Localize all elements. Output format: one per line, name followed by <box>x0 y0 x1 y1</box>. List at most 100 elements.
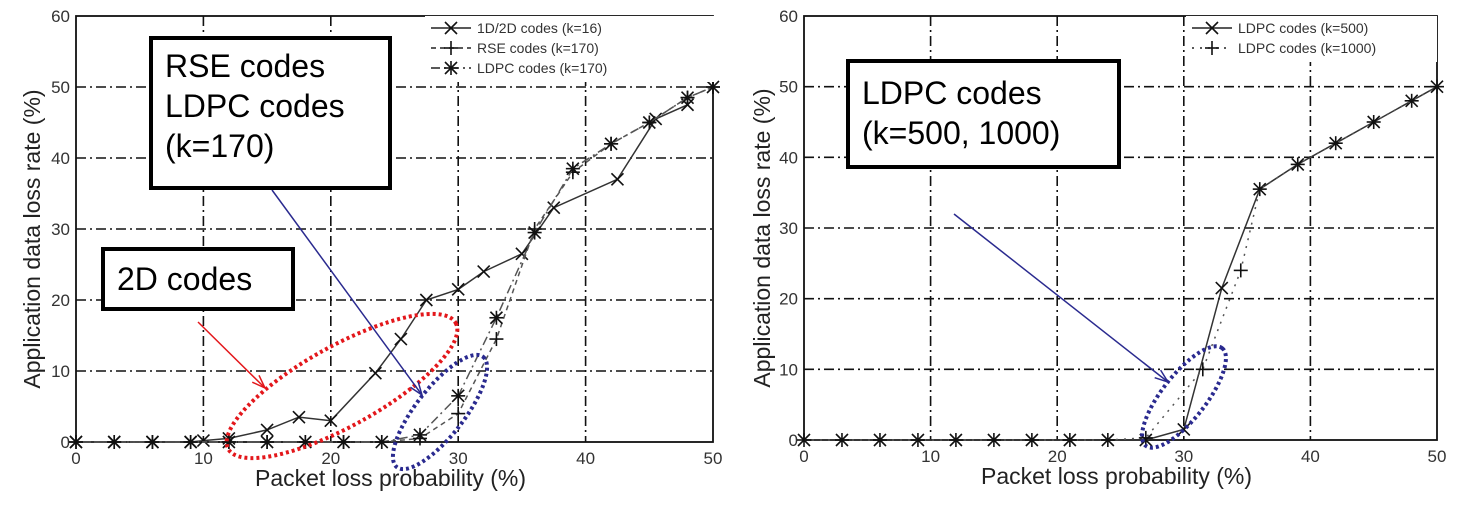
highlight-ellipse-ldpc-transition <box>1140 344 1228 450</box>
data-point <box>706 80 720 94</box>
y-tick-label: 30 <box>779 219 798 238</box>
highlight-ellipse-2d-codes <box>224 311 460 461</box>
x-tick-label: 50 <box>1428 447 1447 466</box>
data-point <box>260 435 275 449</box>
x-tick-label: 0 <box>71 449 80 468</box>
legend-marker <box>1205 41 1219 55</box>
highlight-ellipse-rse-ldpc <box>390 352 490 472</box>
data-point <box>451 388 466 403</box>
data-point <box>292 410 306 424</box>
data-point <box>642 115 657 130</box>
y-axis-label: Application data loss rate (%) <box>749 88 775 387</box>
y-tick-label: 20 <box>779 290 798 309</box>
data-point <box>1404 93 1419 108</box>
x-tick-label: 30 <box>1174 447 1193 466</box>
callout-ldpc-k500-1000: LDPC codes (k=500, 1000) <box>846 59 1121 169</box>
legend-label: LDPC codes (k=500) <box>1238 20 1368 36</box>
x-tick-label: 40 <box>576 449 595 468</box>
data-point <box>107 435 122 449</box>
y-axis-label: Application data loss rate (%) <box>19 89 45 388</box>
x-axis-label: Packet loss probability (%) <box>255 465 526 491</box>
data-point <box>527 225 542 240</box>
legend: 1D/2D codes (k=16) RSE codes (k=170) LDPC … <box>425 16 715 82</box>
data-point <box>515 247 529 261</box>
y-tick-label: 10 <box>51 362 70 381</box>
data-point <box>1177 422 1191 436</box>
arrow-shaft <box>953 213 1169 383</box>
legend-label: LDPC codes (k=1000) <box>1238 40 1376 56</box>
x-tick-label: 30 <box>449 449 468 468</box>
data-point <box>565 161 580 176</box>
data-point <box>604 136 619 151</box>
data-point <box>1062 433 1077 447</box>
data-point <box>1195 362 1210 377</box>
y-tick-label: 40 <box>51 149 70 168</box>
x-tick-label: 10 <box>194 449 213 468</box>
legend-box <box>425 16 715 82</box>
legend-label: 1D/2D codes (k=16) <box>477 20 602 36</box>
data-point <box>1100 433 1115 447</box>
data-point <box>1430 79 1444 94</box>
data-point <box>1024 433 1039 447</box>
legend-marker <box>1205 21 1219 35</box>
y-tick-label: 10 <box>779 360 798 379</box>
y-tick-label: 20 <box>51 291 70 310</box>
data-point <box>948 433 963 447</box>
data-point <box>336 435 351 449</box>
callout-2d-codes: 2D codes <box>101 247 295 311</box>
x-tick-label: 20 <box>1048 447 1067 466</box>
series-2 <box>797 79 1444 447</box>
data-point <box>394 332 408 346</box>
legend-box <box>1186 16 1437 62</box>
legend-label: RSE codes (k=170) <box>477 40 599 56</box>
data-point <box>69 435 83 449</box>
data-point <box>451 282 465 296</box>
y-tick-label: 0 <box>789 431 798 450</box>
series-3 <box>69 80 720 449</box>
data-point <box>374 435 389 449</box>
data-point <box>910 433 925 447</box>
data-point <box>221 435 236 449</box>
data-point <box>489 332 504 347</box>
data-point <box>834 433 849 447</box>
legend-marker <box>444 61 458 75</box>
y-tick-label: 60 <box>51 7 70 26</box>
data-point <box>196 434 210 448</box>
data-point <box>324 414 338 428</box>
data-point <box>260 423 274 437</box>
y-tick-label: 30 <box>51 220 70 239</box>
x-tick-label: 20 <box>321 449 340 468</box>
data-point <box>412 427 427 442</box>
data-point <box>489 310 504 325</box>
legend-marker <box>444 41 458 55</box>
legend-label: LDPC codes (k=170) <box>477 60 607 76</box>
data-point <box>1215 281 1229 295</box>
data-point <box>797 433 811 447</box>
x-tick-label: 0 <box>799 447 808 466</box>
data-point <box>680 90 695 105</box>
data-point <box>547 201 561 215</box>
arrow-head <box>251 375 267 390</box>
y-tick-label: 60 <box>779 7 798 26</box>
arrow-head <box>409 381 424 397</box>
data-point <box>145 435 160 449</box>
data-point <box>451 406 466 421</box>
data-point <box>872 433 887 447</box>
y-tick-label: 40 <box>779 148 798 167</box>
data-point <box>1233 263 1248 278</box>
chart-panel-right: 0 10 20 30 40 50 0 10 20 30 40 50 60 Packet loss prob… <box>749 7 1446 489</box>
y-tick-label: 50 <box>51 78 70 97</box>
y-tick-label: 0 <box>61 433 70 452</box>
arrow-head <box>1154 369 1170 384</box>
x-axis-label: Packet loss probability (%) <box>981 463 1252 489</box>
chart-panel-left: 0 10 20 30 40 50 0 10 20 30 40 50 60 Packet loss prob… <box>19 7 722 491</box>
y-tick-label: 50 <box>779 78 798 97</box>
data-point <box>1328 136 1343 151</box>
data-point <box>368 366 382 380</box>
arrow-rse-ldpc <box>271 189 424 397</box>
data-point <box>183 435 198 449</box>
legend: LDPC codes (k=500) LDPC codes (k=1000) <box>1186 16 1437 62</box>
data-point <box>1252 182 1267 197</box>
data-point <box>1138 430 1153 445</box>
